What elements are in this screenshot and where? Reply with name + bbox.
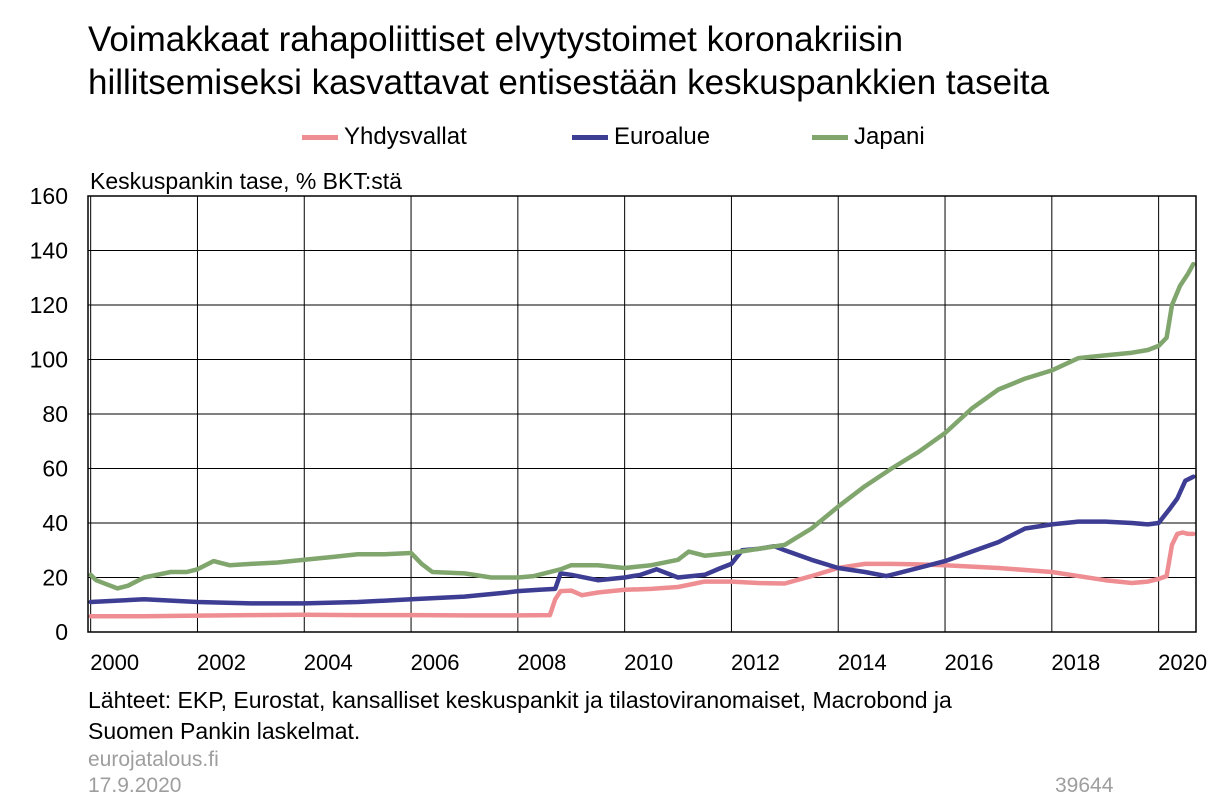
legend-item-japani: Japani bbox=[812, 120, 925, 154]
x-tick-label: 2014 bbox=[838, 650, 887, 675]
y-tick-label: 60 bbox=[42, 456, 68, 482]
publish-date: 17.9.2020 bbox=[88, 774, 182, 797]
y-tick-label: 20 bbox=[42, 565, 68, 591]
x-tick-label: 2002 bbox=[197, 650, 246, 675]
legend-item-euroalue: Euroalue bbox=[572, 120, 710, 154]
chart-code: 39644 bbox=[1055, 774, 1114, 797]
x-tick-label: 2012 bbox=[731, 650, 780, 675]
legend-swatch-euroalue bbox=[572, 134, 608, 140]
y-tick-label: 40 bbox=[42, 510, 68, 536]
legend-label-yhdysvallat: Yhdysvallat bbox=[344, 123, 467, 150]
x-tick-label: 2020 bbox=[1158, 650, 1207, 675]
x-tick-label: 2000 bbox=[90, 650, 139, 675]
chart-title: Voimakkaat rahapoliittiset elvytystoimet… bbox=[88, 18, 1208, 104]
y-axis-ticks: 0 20 40 60 80 100 120 140 160 bbox=[30, 183, 68, 645]
x-tick-label: 2016 bbox=[945, 650, 994, 675]
y-tick-label: 100 bbox=[30, 347, 68, 373]
legend-swatch-yhdysvallat bbox=[302, 134, 338, 140]
series-line-yhdysvallat bbox=[88, 530, 1196, 619]
legend-item-yhdysvallat: Yhdysvallat bbox=[302, 120, 467, 154]
site-name: eurojatalous.fi bbox=[88, 748, 219, 771]
legend-label-japani: Japani bbox=[854, 123, 925, 150]
y-tick-label: 0 bbox=[55, 619, 68, 645]
y-tick-label: 120 bbox=[30, 292, 68, 318]
legend-label-euroalue: Euroalue bbox=[614, 123, 711, 150]
series-line-euroalue bbox=[88, 474, 1196, 606]
x-tick-label: 2006 bbox=[411, 650, 460, 675]
source-line-1: Lähteet: EKP, Eurostat, kansalliset kesk… bbox=[88, 687, 952, 713]
y-axis-label: Keskuspankin tase, % BKT:stä bbox=[90, 168, 402, 194]
legend-swatch-japani bbox=[812, 134, 848, 140]
x-tick-label: 2004 bbox=[304, 650, 353, 675]
series-lines bbox=[88, 261, 1196, 619]
chart-title-line-1: Voimakkaat rahapoliittiset elvytystoimet… bbox=[88, 20, 904, 59]
y-tick-label: 160 bbox=[30, 183, 68, 209]
y-tick-label: 80 bbox=[42, 401, 68, 427]
source-note: Lähteet: EKP, Eurostat, kansalliset kesk… bbox=[88, 685, 1188, 747]
chart-title-line-2: hillitsemiseksi kasvattavat entisestään … bbox=[88, 63, 1050, 102]
plot-frame bbox=[87, 195, 1197, 633]
legend: Yhdysvallat Euroalue Japani bbox=[0, 120, 1231, 154]
series-line-japani bbox=[88, 261, 1196, 591]
y-tick-label: 140 bbox=[30, 238, 68, 264]
x-axis-ticks: 2000 2002 2004 2006 2008 2010 2012 2014 2016 2018… bbox=[90, 650, 1207, 675]
x-tick-label: 2018 bbox=[1051, 650, 1100, 675]
x-tick-label: 2010 bbox=[624, 650, 673, 675]
source-line-2: Suomen Pankin laskelmat. bbox=[88, 718, 361, 744]
x-tick-label: 2008 bbox=[517, 650, 566, 675]
